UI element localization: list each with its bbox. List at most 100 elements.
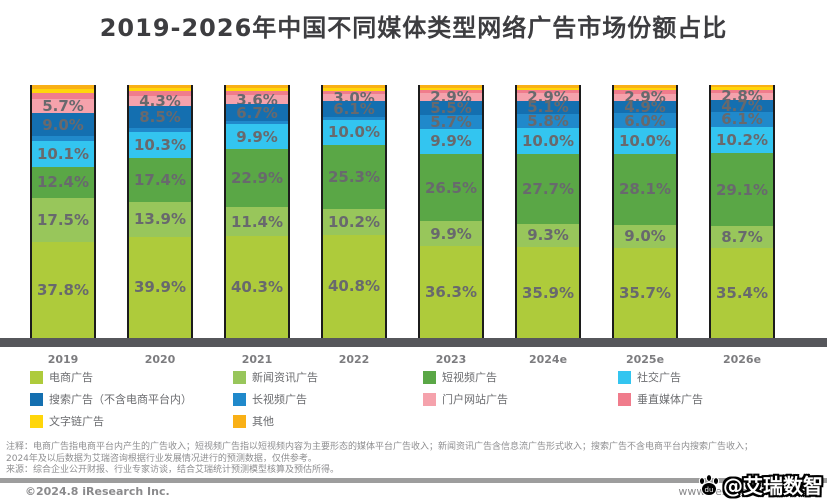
bar-segment-text-link: [614, 87, 676, 91]
bar-segment-others: [517, 85, 579, 88]
bar-segment-others: [323, 85, 385, 89]
segment-percent-label: 9.3%: [527, 226, 569, 245]
legend-swatch-short-video: [423, 370, 436, 384]
legend-item-social: 社交广告: [618, 370, 805, 384]
bar-segment-social: 10.0%: [614, 128, 676, 154]
segment-percent-label: 8.7%: [721, 228, 763, 247]
segment-percent-label: 11.4%: [230, 212, 284, 231]
segment-percent-label: 8.5%: [139, 108, 181, 127]
segment-percent-label: 6.1%: [333, 100, 375, 119]
legend-swatch-others: [233, 414, 246, 428]
bars-area: 5.7% 9.0% 10.1% 12.4% 17.5% 37.8% 4.3% 8.5% 10.3…: [30, 85, 775, 338]
segment-percent-label: 27.7%: [521, 179, 575, 198]
bar-2026e: 2.8% 4.7% 6.1% 10.2% 29.1% 8.7% 35.4%: [709, 85, 775, 338]
segment-percent-label: 10.3%: [133, 135, 187, 154]
legend-item-portal: 门户网站广告: [423, 392, 618, 406]
bar-segment-others: [420, 85, 482, 88]
segment-percent-label: 39.9%: [133, 278, 187, 297]
segment-percent-label: 9.0%: [624, 227, 666, 246]
segment-percent-label: 17.5%: [36, 211, 90, 230]
bar-segment-ecommerce: 40.8%: [323, 234, 385, 338]
bar-segment-long-video: 5.8%: [517, 112, 579, 130]
legend-swatch-social: [618, 370, 631, 384]
legend-item-search: 搜索广告（不含电商平台内）: [30, 392, 233, 406]
segment-percent-label: 13.9%: [133, 210, 187, 229]
bar-segment-short-video: 22.9%: [226, 149, 288, 208]
legend-item-news-feed: 新闻资讯广告: [233, 370, 423, 384]
x-axis-label-2021: 2021: [241, 353, 273, 366]
segment-percent-label: 35.9%: [521, 283, 575, 302]
segment-percent-label: 10.0%: [618, 132, 672, 151]
x-axis-label-2025e: 2025e: [625, 353, 665, 366]
legend-label: 社交广告: [637, 371, 681, 384]
bar-segment-news-feed: 8.7%: [711, 226, 773, 249]
legend-swatch-news-feed: [233, 370, 246, 384]
legend-item-ecommerce: 电商广告: [30, 370, 233, 384]
segment-percent-label: 9.9%: [430, 224, 472, 243]
bar-segment-portal: 3.6%: [226, 91, 288, 109]
bar-segment-search: 5.5%: [420, 99, 482, 117]
segment-percent-label: 10.2%: [715, 130, 769, 149]
bar-segment-social: 10.0%: [323, 119, 385, 145]
bar-segment-vertical-media: [32, 92, 94, 99]
bar-segment-ecommerce: 37.8%: [32, 242, 94, 338]
bar-segment-news-feed: 10.2%: [323, 208, 385, 235]
bar-segment-long-video: [226, 121, 288, 125]
x-axis-label-2019: 2019: [47, 353, 79, 366]
bar-segment-portal: 5.7%: [32, 97, 94, 115]
bar-segment-search: 6.7%: [226, 104, 288, 122]
bar-segment-long-video: [323, 116, 385, 120]
copyright-text: ©2024.8 iResearch Inc.: [25, 485, 170, 498]
bar-segment-search: 6.1%: [323, 100, 385, 118]
segment-percent-label: 6.1%: [721, 110, 763, 129]
x-axis-labels: 2019 2020 2021 2022 2023 2024e 2025e 2026e: [30, 353, 775, 366]
legend: 电商广告 新闻资讯广告 短视频广告 社交广告搜索广告（不含电商平台内） 长视频广告 门户网…: [30, 370, 805, 428]
segment-percent-label: 28.1%: [618, 180, 672, 199]
footer-divider: [0, 478, 827, 483]
paw-icon: du: [698, 473, 720, 496]
segment-percent-label: 10.2%: [327, 212, 381, 231]
segment-percent-label: 17.4%: [133, 170, 187, 189]
bar-segment-others: [129, 85, 191, 89]
note-line: 2024年及以后数据为艾瑞咨询根据行业发展情况进行的预测数据，仅供参考。: [6, 453, 317, 464]
legend-label: 门户网站广告: [442, 393, 508, 406]
bar-segment-search: 4.7%: [711, 97, 773, 115]
bar-segment-text-link: [129, 88, 191, 92]
bar-segment-text-link: [517, 87, 579, 91]
bar-segment-others: [226, 85, 288, 89]
bar-segment-long-video: 5.7%: [420, 113, 482, 131]
legend-label: 文字链广告: [49, 415, 104, 428]
bar-segment-social: 9.9%: [226, 124, 288, 150]
bar-segment-social: 10.3%: [129, 131, 191, 158]
legend-label: 搜索广告（不含电商平台内）: [49, 393, 192, 406]
bar-segment-text-link: [32, 88, 94, 93]
bar-segment-long-video: [32, 136, 94, 142]
bar-2022: 3.0% 6.1% 10.0% 25.3% 10.2% 40.8%: [321, 85, 387, 338]
legend-label: 短视频广告: [442, 371, 497, 384]
segment-percent-label: 6.7%: [236, 103, 278, 122]
bar-segment-short-video: 26.5%: [420, 154, 482, 222]
legend-label: 长视频广告: [252, 393, 307, 406]
segment-percent-label: 9.9%: [430, 132, 472, 151]
bar-segment-ecommerce: 39.9%: [129, 236, 191, 338]
segment-percent-label: 35.4%: [715, 284, 769, 303]
x-axis-label-2022: 2022: [338, 353, 370, 366]
bar-segment-text-link: [226, 88, 288, 92]
bar-segment-short-video: 27.7%: [517, 153, 579, 224]
legend-item-others: 其他: [233, 414, 423, 428]
bar-segment-search: 8.5%: [129, 106, 191, 128]
bar-segment-search: 9.0%: [32, 113, 94, 137]
segment-percent-label: 26.5%: [424, 178, 478, 197]
segment-percent-label: 40.3%: [230, 277, 284, 296]
legend-item-vertical-media: 垂直媒体广告: [618, 392, 805, 406]
legend-swatch-portal: [423, 392, 436, 406]
legend-item-text-link: 文字链广告: [30, 414, 233, 428]
segment-percent-label: 10.1%: [36, 144, 90, 163]
segment-percent-label: 9.9%: [236, 127, 278, 146]
bar-segment-portal: 2.9%: [614, 88, 676, 106]
legend-swatch-text-link: [30, 414, 43, 428]
bar-segment-vertical-media: [711, 89, 773, 93]
segment-percent-label: 40.8%: [327, 277, 381, 296]
segment-percent-label: 25.3%: [327, 167, 381, 186]
